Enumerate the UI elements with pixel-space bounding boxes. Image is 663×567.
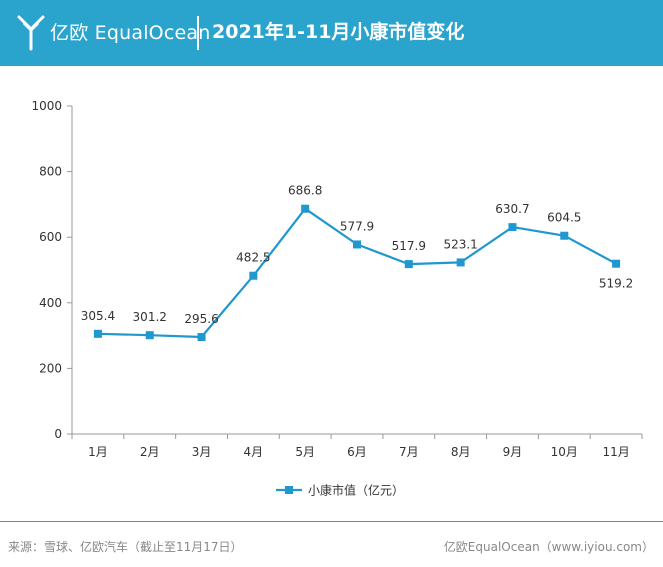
data-point: [456, 258, 465, 267]
x-tick-label: 4月: [244, 445, 264, 459]
data-point: [145, 331, 154, 340]
y-tick-label: 600: [39, 230, 62, 244]
x-tick-label: 9月: [503, 445, 523, 459]
x-tick-label: 11月: [602, 445, 629, 459]
x-tick-label: 10月: [551, 445, 578, 459]
data-point: [353, 240, 361, 249]
data-label: 523.1: [443, 237, 477, 251]
data-label: 686.8: [288, 184, 322, 198]
source-note: 来源：雪球、亿欧汽车（截止至11月17日）: [8, 540, 243, 554]
y-tick-label: 400: [39, 296, 62, 310]
data-label: 305.4: [81, 309, 115, 323]
line-chart: 0 200 400 600 800 1000 1月 2月 3月 4月 5月 6月 7月 8月 9月 10月 11…: [31, 99, 643, 498]
chart-title: 2021年1-11月小康市值变化: [212, 21, 465, 43]
data-label: 519.2: [599, 277, 633, 291]
y-tick-label: 800: [39, 165, 62, 179]
header-divider: [197, 16, 199, 50]
data-point: [301, 204, 310, 213]
x-tick-label: 5月: [295, 445, 315, 459]
data-label: 577.9: [340, 219, 374, 233]
x-tick-label: 6月: [347, 445, 367, 459]
y-tick-label: 1000: [31, 99, 62, 113]
x-tick-label: 8月: [451, 445, 471, 459]
data-point: [612, 259, 621, 268]
data-point: [508, 223, 517, 232]
x-tick-label: 1月: [88, 445, 108, 459]
data-label: 295.6: [184, 312, 218, 326]
x-tick-label: 7月: [399, 445, 419, 459]
footer-divider: [0, 521, 663, 522]
data-label: 604.5: [547, 211, 581, 225]
data-label: 630.7: [495, 202, 529, 216]
x-tick-label: 2月: [140, 445, 160, 459]
data-label: 301.2: [133, 310, 167, 324]
brand-name: 亿欧 EqualOcean: [50, 22, 211, 44]
y-tick-label: 0: [54, 427, 62, 441]
data-point: [560, 231, 569, 240]
data-label: 482.5: [236, 251, 270, 265]
legend-marker: [285, 486, 293, 494]
legend-label: 小康市值（亿元）: [308, 483, 404, 498]
chart-area: 0 200 400 600 800 1000 1月 2月 3月 4月 5月 6月 7月 8月 9月 10月 11…: [0, 66, 663, 521]
data-point: [197, 333, 206, 342]
equalocean-logo-icon: [17, 15, 45, 51]
y-tick-label: 200: [39, 361, 62, 375]
data-label: 517.9: [392, 239, 426, 253]
header-banner: 亿欧 EqualOcean 2021年1-11月小康市值变化: [0, 0, 663, 66]
footer: 来源：雪球、亿欧汽车（截止至11月17日） 亿欧EqualOcean（www.i…: [0, 522, 663, 567]
x-tick-label: 3月: [192, 445, 212, 459]
data-point: [93, 329, 102, 338]
credit-note: 亿欧EqualOcean（www.iyiou.com）: [443, 540, 654, 554]
data-point: [249, 271, 258, 280]
data-point: [404, 260, 413, 269]
